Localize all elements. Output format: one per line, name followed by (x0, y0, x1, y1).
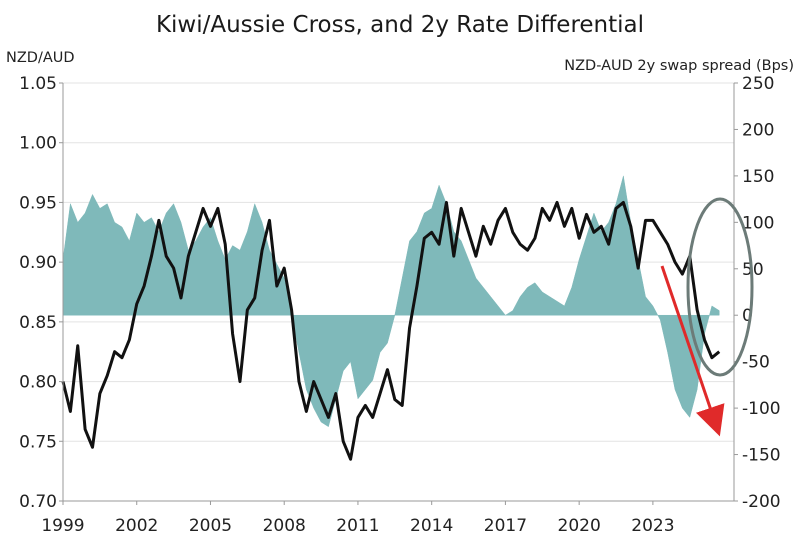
spread-area-series (62, 175, 720, 428)
x-tick-label: 2014 (410, 516, 453, 536)
axes (62, 83, 735, 502)
cross-rate-line (61, 200, 721, 461)
left-tick-label: 0.95 (19, 193, 57, 213)
cross-rate-line-series (61, 200, 721, 461)
left-tick-label: 0.85 (19, 313, 57, 333)
right-tick-label: 100 (742, 213, 774, 233)
chart-title: Kiwi/Aussie Cross, and 2y Rate Different… (155, 12, 645, 38)
right-tick-label: -200 (742, 492, 781, 512)
x-tick-label: 2005 (189, 516, 232, 536)
right-tick-label: -150 (742, 446, 781, 466)
tick-labels: 0.70 0.75 0.80 0.85 0.90 0.95 1.00 1.05 -200 -150… (19, 74, 780, 536)
left-axis-label: NZD/AUD (6, 50, 75, 66)
right-tick-label: 250 (742, 74, 774, 94)
highlight-ellipse (686, 197, 754, 377)
right-tick-label: 200 (742, 120, 774, 140)
x-tick-label: 1999 (41, 516, 84, 536)
right-tick-label: -100 (742, 399, 781, 419)
left-tick-label: 1.05 (19, 74, 57, 94)
right-tick-label: 150 (742, 167, 774, 187)
x-tick-label: 2011 (336, 516, 379, 536)
right-tick-label: -50 (742, 353, 770, 373)
x-tick-label: 2002 (115, 516, 158, 536)
spread-area (62, 175, 720, 428)
x-tick-label: 2017 (484, 516, 527, 536)
right-axis-label: NZD-AUD 2y swap spread (Bps) (564, 58, 794, 74)
left-tick-label: 0.80 (19, 373, 57, 393)
left-tick-label: 1.00 (19, 134, 57, 154)
left-tick-label: 0.70 (19, 492, 57, 512)
x-tick-label: 2023 (631, 516, 674, 536)
x-tick-label: 2008 (263, 516, 306, 536)
right-tick-label: 0 (742, 306, 753, 326)
left-tick-label: 0.75 (19, 432, 57, 452)
left-tick-label: 0.90 (19, 253, 57, 273)
red-trend-arrow (660, 265, 725, 437)
x-tick-label: 2020 (558, 516, 601, 536)
